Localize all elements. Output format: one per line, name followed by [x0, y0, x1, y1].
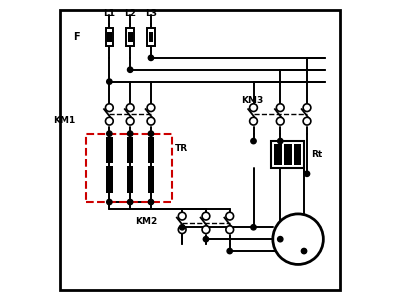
Bar — [126, 28, 134, 46]
Bar — [284, 144, 292, 165]
Circle shape — [147, 117, 155, 125]
Circle shape — [148, 199, 154, 205]
Circle shape — [180, 225, 185, 230]
Bar — [148, 32, 153, 42]
Circle shape — [203, 236, 209, 242]
Circle shape — [276, 104, 284, 112]
Circle shape — [304, 171, 310, 176]
Bar — [274, 144, 282, 165]
Text: L3: L3 — [145, 9, 157, 18]
Circle shape — [128, 199, 133, 205]
Circle shape — [202, 226, 210, 233]
Circle shape — [226, 226, 234, 233]
Text: L1: L1 — [103, 9, 115, 18]
Circle shape — [107, 131, 112, 136]
Bar — [271, 141, 304, 168]
Circle shape — [303, 117, 311, 125]
Circle shape — [251, 225, 256, 230]
Circle shape — [148, 131, 154, 136]
Bar — [294, 144, 301, 165]
Bar — [127, 166, 134, 193]
Bar — [147, 28, 155, 46]
Circle shape — [303, 104, 311, 112]
Circle shape — [126, 104, 134, 112]
Circle shape — [126, 117, 134, 125]
Circle shape — [106, 104, 113, 112]
Circle shape — [301, 248, 307, 254]
Circle shape — [148, 55, 154, 61]
Text: M: M — [292, 236, 304, 249]
Bar — [148, 166, 154, 193]
Circle shape — [250, 117, 257, 125]
Circle shape — [178, 212, 186, 220]
Circle shape — [202, 212, 210, 220]
Bar — [106, 136, 113, 164]
Circle shape — [178, 226, 186, 233]
Text: 3∼: 3∼ — [290, 227, 306, 237]
Circle shape — [251, 138, 256, 144]
Circle shape — [276, 117, 284, 125]
Circle shape — [226, 212, 234, 220]
Circle shape — [106, 117, 113, 125]
Circle shape — [107, 199, 112, 205]
Circle shape — [273, 214, 323, 264]
Bar — [107, 32, 112, 42]
Text: L2: L2 — [124, 9, 136, 18]
Circle shape — [128, 131, 133, 136]
Circle shape — [278, 236, 283, 242]
Text: Rt: Rt — [312, 150, 323, 159]
Bar — [106, 166, 113, 193]
Bar — [106, 28, 113, 46]
Circle shape — [147, 104, 155, 112]
Circle shape — [250, 104, 257, 112]
Circle shape — [278, 138, 283, 144]
Circle shape — [128, 67, 133, 72]
Circle shape — [227, 248, 232, 254]
Bar — [127, 136, 134, 164]
Bar — [148, 136, 154, 164]
Text: KM3: KM3 — [242, 97, 264, 106]
Circle shape — [107, 79, 112, 84]
Bar — [128, 32, 132, 42]
Text: TR: TR — [175, 144, 188, 153]
Text: KM1: KM1 — [53, 116, 75, 125]
Bar — [86, 134, 172, 202]
Text: KM2: KM2 — [135, 217, 157, 226]
Text: F: F — [73, 32, 80, 42]
